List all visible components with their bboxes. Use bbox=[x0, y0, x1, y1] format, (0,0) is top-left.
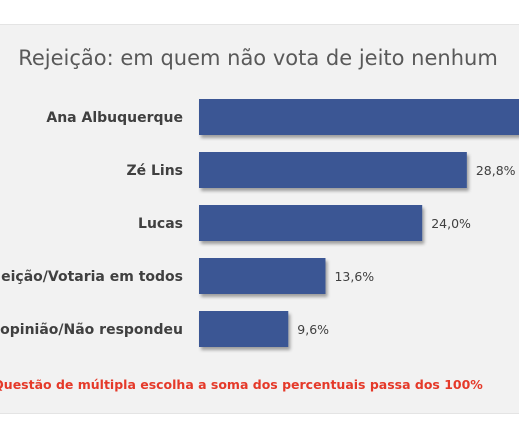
chart-title: Rejeição: em quem não vota de jeito nenh… bbox=[18, 46, 498, 70]
category-label: Zé Lins bbox=[126, 163, 183, 179]
category-label: Sem rejeição/Votaria em todos bbox=[0, 269, 183, 285]
bars-group: Ana Albuquerque Zé Lins 28,8% Lucas 24,0% Sem… bbox=[0, 99, 519, 347]
category-label: Lucas bbox=[138, 216, 183, 232]
bar bbox=[199, 258, 326, 294]
chart-note: Questão de múltipla escolha a soma dos p… bbox=[0, 377, 483, 392]
data-label: 13,6% bbox=[334, 269, 374, 284]
bar bbox=[199, 99, 519, 135]
bar bbox=[199, 311, 289, 347]
chart-frame: Rejeição: em quem não vota de jeito nenh… bbox=[0, 24, 519, 414]
category-label: Ana Albuquerque bbox=[46, 110, 183, 126]
data-label: 28,8% bbox=[476, 163, 516, 178]
bar-chart: Rejeição: em quem não vota de jeito nenh… bbox=[0, 46, 519, 392]
bar bbox=[199, 205, 423, 241]
data-label: 9,6% bbox=[297, 322, 329, 337]
data-label: 24,0% bbox=[431, 216, 471, 231]
category-label: Sem opinião/Não respondeu bbox=[0, 322, 183, 338]
bar bbox=[199, 152, 467, 188]
